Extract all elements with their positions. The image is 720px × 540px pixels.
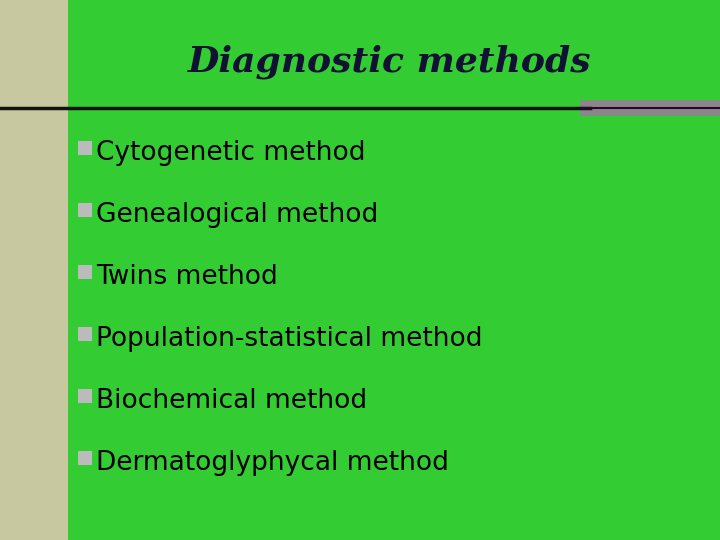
- Text: Cytogenetic method: Cytogenetic method: [96, 140, 366, 166]
- Bar: [78, 203, 92, 217]
- Bar: [78, 141, 92, 155]
- Text: Diagnostic methods: Diagnostic methods: [188, 45, 592, 79]
- Bar: [78, 265, 92, 279]
- Bar: [78, 327, 92, 341]
- Bar: [78, 389, 92, 403]
- Text: Twins method: Twins method: [96, 264, 278, 290]
- Text: Biochemical method: Biochemical method: [96, 388, 367, 414]
- Bar: [0, 0, 68, 540]
- Text: Genealogical method: Genealogical method: [96, 202, 378, 228]
- Bar: [78, 451, 92, 465]
- Text: Dermatoglyphycal method: Dermatoglyphycal method: [96, 450, 449, 476]
- Text: Population-statistical method: Population-statistical method: [96, 326, 482, 352]
- Bar: [580, 100, 720, 116]
